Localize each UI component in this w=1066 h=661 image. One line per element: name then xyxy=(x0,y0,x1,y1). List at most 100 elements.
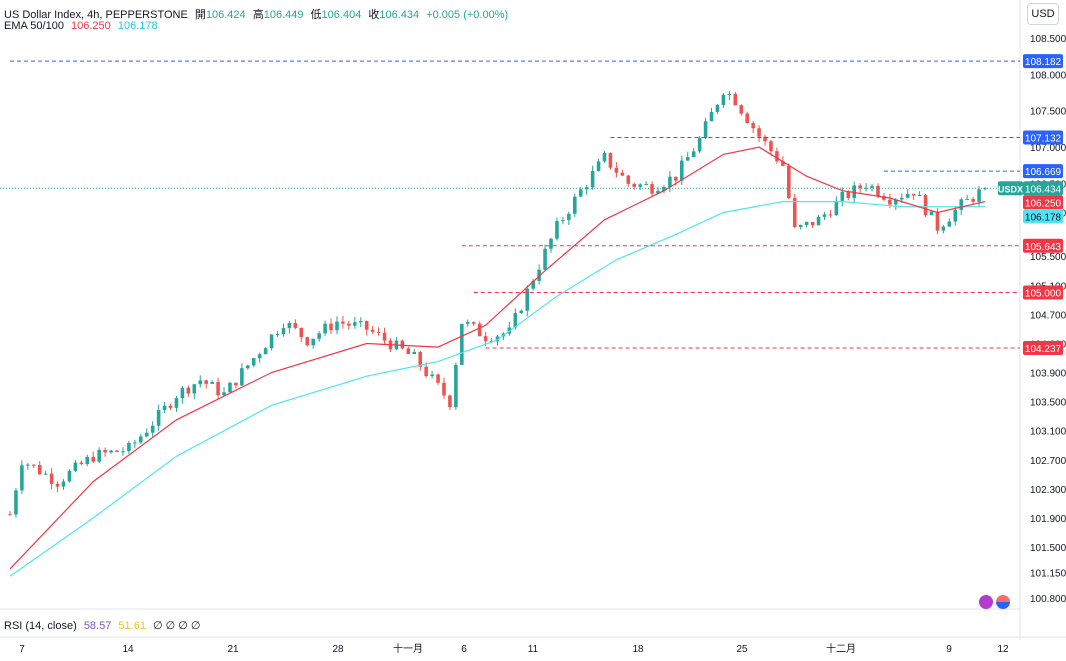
ema50-tag-value: 106.250 xyxy=(1025,198,1062,209)
candle-body xyxy=(685,157,690,161)
ema-legend[interactable]: EMA 50/100 106.250 106.178 xyxy=(4,20,162,32)
x-tick-label: 25 xyxy=(736,644,748,655)
candle-body xyxy=(335,321,339,331)
candle-body xyxy=(222,392,226,396)
price-tag-symbol-bg xyxy=(998,181,1023,196)
candle-body xyxy=(882,196,886,200)
currency-button[interactable]: USD xyxy=(1027,3,1059,25)
candle-body xyxy=(471,322,476,324)
x-tick-label: 18 xyxy=(632,644,644,655)
lightning-icon[interactable] xyxy=(979,595,993,609)
candle-body xyxy=(513,313,518,328)
candle-body xyxy=(287,323,292,329)
candle-body xyxy=(144,432,149,437)
candle-body xyxy=(763,136,767,142)
candle-body xyxy=(787,165,791,199)
y-tick-label: 103.100 xyxy=(1030,427,1066,438)
candle-body xyxy=(935,211,940,231)
candle-body xyxy=(20,465,24,491)
rsi-extra: ∅ ∅ ∅ ∅ xyxy=(153,620,201,632)
y-tick-label: 107.000 xyxy=(1030,143,1066,154)
candle-body xyxy=(109,450,113,453)
candle-body xyxy=(947,221,952,227)
candle-body xyxy=(91,456,96,462)
candle-body xyxy=(49,473,54,484)
symbol-title: US Dollar Index, 4h, PEPPERSTONE xyxy=(4,9,188,21)
candle-body xyxy=(465,322,470,324)
y-tick-label: 102.700 xyxy=(1030,456,1066,467)
ema100-tag-value: 106.178 xyxy=(1025,212,1062,223)
low-label: 低 xyxy=(310,9,322,21)
candle-body xyxy=(364,321,369,330)
candle-body xyxy=(923,194,928,216)
candle-body xyxy=(899,197,904,200)
candle-body xyxy=(911,193,916,196)
candle-body xyxy=(858,185,862,189)
candle-body xyxy=(293,323,298,328)
candle-body xyxy=(697,138,702,152)
price-tag-symbol: USDX xyxy=(998,184,1023,194)
open-label: 開 xyxy=(194,9,206,21)
candle-body xyxy=(852,185,856,198)
candle-body xyxy=(156,410,161,426)
candle-body xyxy=(781,161,785,166)
close-value: 106.434 xyxy=(379,9,420,21)
close-label: 收 xyxy=(368,9,380,21)
high-label: 高 xyxy=(252,9,264,21)
change-value: +0.005 (+0.00%) xyxy=(426,9,509,21)
candle-body xyxy=(709,111,714,122)
candle-body xyxy=(115,450,119,452)
y-tick-label: 101.500 xyxy=(1030,543,1066,554)
candle-body xyxy=(531,280,535,289)
candle-body xyxy=(798,225,803,228)
rsi-legend[interactable]: RSI (14, close) 58.57 51.61 ∅ ∅ ∅ ∅ xyxy=(4,619,205,632)
candle-body xyxy=(79,462,84,465)
candle-body xyxy=(941,226,946,231)
candle-body xyxy=(358,321,363,323)
candle-body xyxy=(37,465,42,475)
level-tag xyxy=(1023,238,1063,253)
candle-body xyxy=(567,213,571,221)
rsi-value: 58.57 xyxy=(83,620,112,632)
y-tick-label: 107.500 xyxy=(1030,107,1066,118)
candle-body xyxy=(668,176,672,188)
candle-body xyxy=(263,348,268,355)
candle-body xyxy=(424,366,428,377)
y-tick-label: 108.000 xyxy=(1030,70,1066,81)
candle-body xyxy=(632,183,637,187)
level-tag xyxy=(1023,285,1063,300)
event-icons[interactable] xyxy=(979,595,1010,609)
symbol-legend: US Dollar Index, 4h, PEPPERSTONE 開106.42… xyxy=(4,6,512,22)
y-tick-label: 101.150 xyxy=(1030,569,1066,580)
candle-body xyxy=(406,348,411,355)
candle-body xyxy=(436,374,440,383)
candle-body xyxy=(757,128,761,137)
candle-body xyxy=(644,184,648,186)
level-label: 105.000 xyxy=(1025,289,1062,300)
candle-body xyxy=(240,368,244,386)
candle-body xyxy=(917,194,922,196)
candle-body xyxy=(549,238,553,249)
candle-body xyxy=(192,384,197,394)
rsi-label: RSI (14, close) xyxy=(4,620,77,632)
level-tag xyxy=(1023,341,1063,356)
us-flag-icon[interactable] xyxy=(996,595,1010,609)
candle-body xyxy=(626,175,631,184)
candle-body xyxy=(578,189,583,197)
candle-body xyxy=(691,151,696,158)
candle-body xyxy=(650,184,654,194)
candle-body xyxy=(412,351,417,355)
candle-body xyxy=(870,185,874,188)
candle-body xyxy=(822,214,827,217)
candle-body xyxy=(721,94,726,105)
candle-body xyxy=(495,336,500,342)
open-value: 106.424 xyxy=(205,9,246,21)
candle-body xyxy=(400,340,405,349)
candle-body xyxy=(971,198,975,202)
x-tick-label: 十二月 xyxy=(826,642,856,655)
ema100-value: 106.178 xyxy=(117,20,158,32)
candle-body xyxy=(305,337,310,346)
candle-body xyxy=(614,167,619,173)
x-tick-label: 十一月 xyxy=(393,642,423,655)
